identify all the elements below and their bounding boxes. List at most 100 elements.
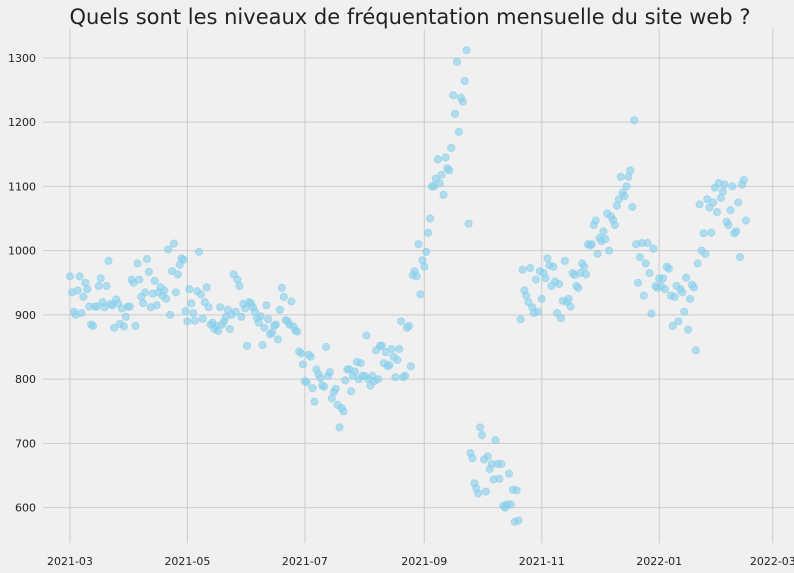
data-point xyxy=(635,253,645,262)
data-point xyxy=(668,321,677,330)
chart-title: Quels sont les niveaux de fréquentation … xyxy=(70,5,751,29)
data-point xyxy=(633,278,643,287)
data-point xyxy=(183,317,192,326)
data-point xyxy=(271,320,281,329)
data-point xyxy=(181,307,190,316)
data-point xyxy=(732,227,741,236)
data-point xyxy=(152,301,161,310)
data-point xyxy=(647,309,656,318)
data-point xyxy=(574,283,583,292)
y-tick-label: 1200 xyxy=(8,116,36,129)
data-point xyxy=(204,303,213,312)
data-point xyxy=(404,321,413,330)
data-point xyxy=(166,310,175,319)
data-point xyxy=(622,182,631,191)
data-point xyxy=(150,276,159,285)
data-point xyxy=(241,304,250,313)
data-point xyxy=(231,307,240,316)
y-tick-label: 1000 xyxy=(8,245,36,258)
data-point xyxy=(316,373,325,382)
data-point xyxy=(104,256,113,265)
data-point xyxy=(685,294,695,303)
data-point xyxy=(495,474,504,483)
data-point xyxy=(724,220,733,230)
data-point xyxy=(560,256,569,265)
data-point xyxy=(362,331,371,340)
data-point xyxy=(83,285,92,294)
data-point xyxy=(94,281,103,291)
data-point xyxy=(628,202,637,212)
data-point xyxy=(516,315,525,324)
data-point xyxy=(416,290,425,299)
x-tick-label: 2021-03 xyxy=(47,555,93,568)
data-point xyxy=(477,431,487,440)
data-point xyxy=(308,384,317,393)
data-point xyxy=(131,321,140,330)
data-point xyxy=(726,206,735,215)
data-point xyxy=(139,299,148,308)
data-point xyxy=(225,324,234,334)
y-tick-label: 600 xyxy=(15,502,36,515)
data-point xyxy=(695,200,704,209)
x-tick-label: 2022-01 xyxy=(636,555,682,568)
data-point xyxy=(739,175,749,185)
data-point xyxy=(273,335,282,344)
data-point xyxy=(514,516,523,525)
data-point xyxy=(541,274,550,283)
data-point xyxy=(460,76,469,86)
data-point xyxy=(185,285,194,294)
data-point xyxy=(680,307,689,316)
data-point xyxy=(216,303,225,312)
data-point xyxy=(660,285,670,294)
data-point xyxy=(144,267,153,276)
data-point xyxy=(587,240,596,249)
data-point xyxy=(426,214,435,223)
data-point xyxy=(275,305,284,314)
data-point xyxy=(441,153,450,162)
data-point xyxy=(420,262,429,271)
data-point xyxy=(320,382,329,391)
data-point xyxy=(659,274,668,283)
data-point xyxy=(699,229,708,238)
data-point xyxy=(664,264,673,273)
data-point xyxy=(196,290,205,299)
data-point xyxy=(684,325,693,334)
data-point xyxy=(302,378,311,387)
data-point xyxy=(435,179,444,188)
data-point xyxy=(645,269,654,278)
data-point xyxy=(464,219,473,228)
data-point xyxy=(102,281,111,291)
data-point xyxy=(728,182,737,191)
data-point xyxy=(202,283,211,292)
data-point xyxy=(160,286,169,295)
data-point xyxy=(736,253,745,262)
data-point xyxy=(693,259,702,268)
data-point xyxy=(287,297,296,306)
data-point xyxy=(347,387,356,396)
data-point xyxy=(387,344,396,354)
data-point xyxy=(374,375,383,384)
data-point xyxy=(543,254,552,263)
data-point xyxy=(497,459,506,469)
x-tick-label: 2021-11 xyxy=(519,555,565,568)
data-point xyxy=(601,235,610,244)
data-point xyxy=(92,302,102,311)
data-point xyxy=(121,312,130,321)
data-point xyxy=(189,308,198,318)
data-point xyxy=(164,245,173,254)
data-point xyxy=(310,397,319,406)
x-tick-label: 2022-03 xyxy=(750,555,794,568)
data-point xyxy=(616,172,625,181)
data-point xyxy=(591,216,600,225)
data-point xyxy=(400,371,410,380)
data-point xyxy=(279,292,288,301)
data-point xyxy=(533,307,543,316)
data-point xyxy=(452,57,462,66)
y-tick-label: 1300 xyxy=(8,52,36,65)
data-point xyxy=(293,327,302,336)
data-point xyxy=(258,341,267,350)
data-point xyxy=(564,294,573,303)
data-point xyxy=(173,270,182,279)
data-point xyxy=(718,187,727,196)
data-point xyxy=(526,263,535,273)
